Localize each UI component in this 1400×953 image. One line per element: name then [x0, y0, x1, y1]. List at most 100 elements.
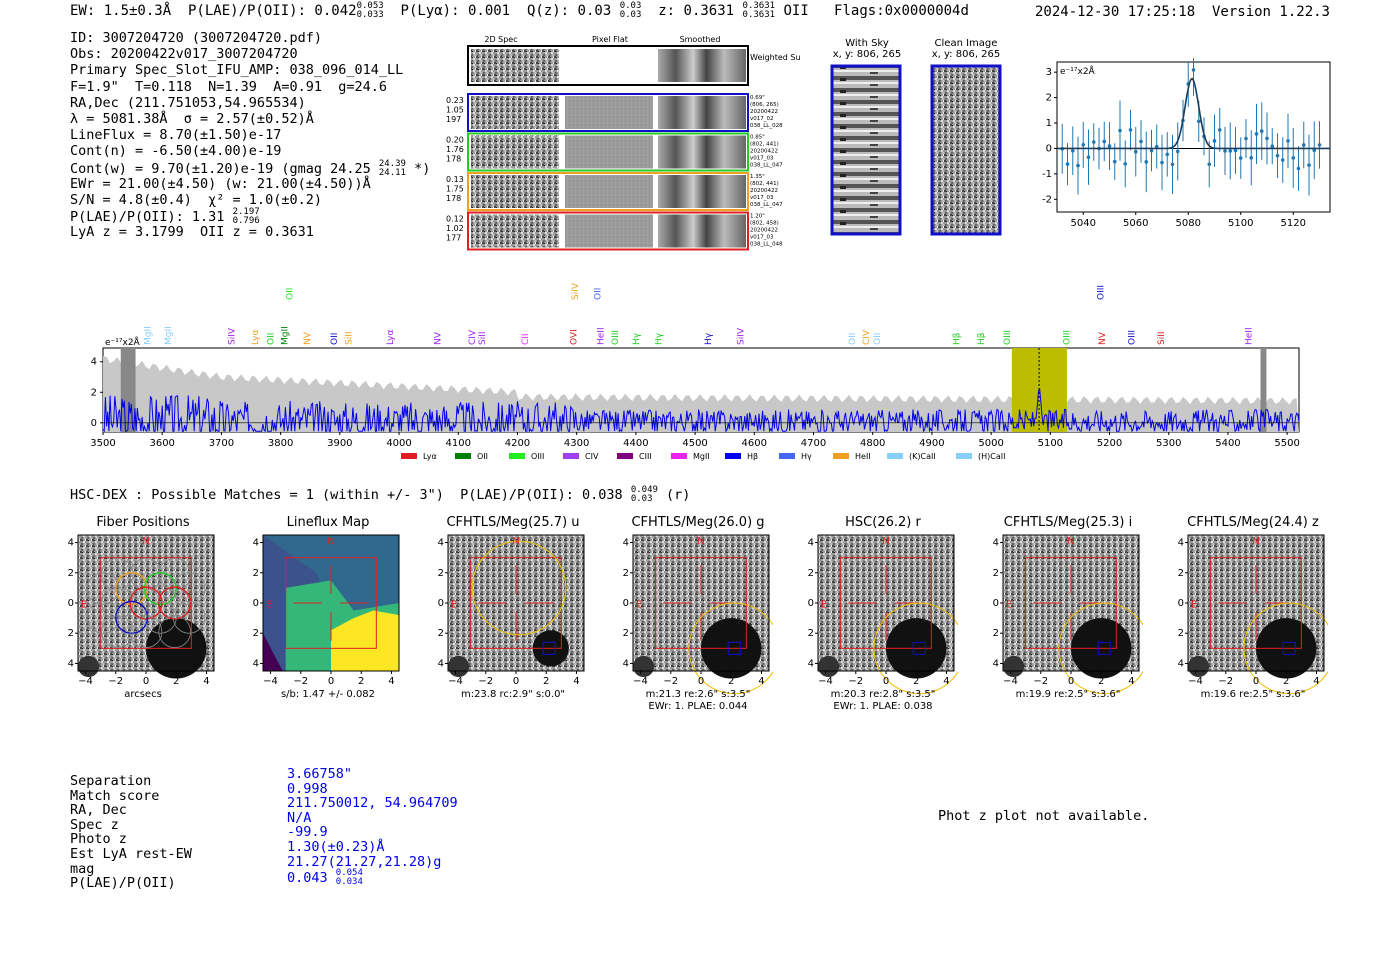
- summary-line: EW: 1.5±0.3Å P(LAE)/P(OII): 0.042 0.053 0.…: [70, 1, 969, 20]
- zoom-ylabel: e⁻¹⁷x2Å: [1060, 65, 1096, 77]
- cutout-ytick-label: −2: [1178, 628, 1184, 639]
- zoom-point: [1112, 159, 1117, 164]
- spec-row-2d: [471, 175, 559, 208]
- spec-row-left-value: 1.05: [446, 106, 464, 115]
- spec-row-gap: [560, 214, 564, 248]
- legend-swatch: [887, 453, 903, 459]
- cutout-subtitle: EWr: 1. PLAE: 0.044: [648, 701, 748, 712]
- legend-swatch: [509, 453, 525, 459]
- cutout-xtick-label: −2: [1033, 676, 1048, 687]
- zoom-point: [1307, 163, 1311, 167]
- match-labels: Separation Match score RA, Dec Spec z Photo …: [70, 774, 192, 891]
- spec-row-right-value: v017_03: [750, 156, 774, 162]
- cutout-image: N E −4 4 −2 2 0 0 2 −2 4 −4: [984, 534, 1151, 695]
- spec-row-left-value: 0.23: [446, 96, 464, 105]
- north-label: N: [512, 536, 519, 547]
- spec-row-gap: [560, 96, 564, 129]
- cutout-title: Lineflux Map: [286, 515, 370, 530]
- east-label: E: [821, 600, 827, 611]
- aperture-box: [285, 557, 377, 649]
- match-label: Photo z: [70, 831, 127, 848]
- cutout-ytick-label: 0: [1178, 598, 1184, 609]
- cutout-ytick-label: 4: [68, 538, 74, 549]
- spectrum-line-label: Hγ: [704, 332, 714, 345]
- match-value: 1.30(±0.23)Å: [287, 838, 385, 855]
- spectrum-line-label: Hγ: [654, 332, 664, 345]
- spec-row-right-value: (802, 441): [750, 181, 779, 187]
- east-label: E: [1006, 600, 1012, 611]
- spectrum-line-label: OII: [593, 288, 603, 300]
- cutout-image: N E −4 4 −2 2 0 0 2 −2 4 −4: [1169, 534, 1336, 695]
- spectrum-flux-line: [102, 388, 1300, 434]
- info-block: ID: 3007204720 (3007204720.pdf) Obs: 202…: [70, 30, 430, 240]
- zoom-point: [1275, 153, 1280, 158]
- aperture-box: [840, 557, 932, 649]
- cutout-ytick-label: 2: [808, 568, 814, 579]
- spectrum-line-label: HeII: [596, 327, 606, 345]
- zoom-point: [1086, 155, 1091, 160]
- zoom-point: [1301, 143, 1306, 147]
- spectrum-xtick-label: 5100: [1038, 438, 1063, 449]
- zoom-ytick-label: 2: [1046, 93, 1052, 104]
- cutout-source: [1188, 655, 1210, 678]
- spec-row-right-value: 1.35": [750, 174, 765, 180]
- spec-row-right-value: 1.20": [750, 214, 765, 220]
- cutout-panel: CFHTLS/Meg(25.3) i N E −4 4 −2 2 0 0 2 −2 4 −4 m:19.9…: [984, 515, 1151, 701]
- fiber-circle: [158, 558, 191, 591]
- cutout-title: HSC(26.2) r: [845, 515, 921, 530]
- zoom-point: [1286, 139, 1290, 143]
- sky-images: [830, 64, 1002, 236]
- zoom-point: [1280, 158, 1285, 162]
- cutout-xtick-label: −4: [818, 676, 833, 687]
- spectrum-line-label: OII: [848, 333, 858, 345]
- spectrum-xtick-label: 3800: [268, 438, 293, 449]
- cutout-ytick-label: 4: [1178, 538, 1184, 549]
- contn-line: Cont(n) = -6.50(±4.00)e-19: [70, 143, 282, 160]
- spectrum-line-label: Hγ: [632, 332, 642, 345]
- legend-label: Lyα: [423, 452, 437, 461]
- cutout-image: N E −4 4 −2 2 0 0 2 −2 4 −4: [59, 534, 215, 687]
- legend-swatch: [671, 453, 687, 459]
- spec-row-gap: [560, 175, 564, 208]
- cutout-xtick-label: 2: [728, 676, 734, 687]
- spec-row-right-value: 0.69": [750, 95, 765, 101]
- legend-label: CIV: [585, 452, 599, 461]
- spec-row-right-value: 038_LL_047: [750, 163, 783, 169]
- spec-row-right-value: 20200422: [750, 149, 778, 155]
- match-label: mag: [70, 860, 95, 877]
- spectrum-xtick-label: 4500: [682, 438, 707, 449]
- spec-row-left-value: 177: [446, 234, 461, 243]
- fiber-circle: [115, 600, 149, 634]
- lineflux-region: [331, 610, 399, 671]
- zoom-point: [1076, 163, 1080, 168]
- spec-row-left-value: 0.13: [446, 175, 464, 184]
- cutout-xtick-label: 2: [358, 676, 364, 687]
- cutout-image: N E −4 4 −2 2 0 0 2 −2 4 −4: [614, 534, 781, 695]
- cutout-panel: CFHTLS/Meg(26.0) g N E −4 4 −2 2 0 0 2 −2 4 −4 m:21.3…: [614, 515, 781, 713]
- cutout-xtick-label: 4: [1128, 676, 1134, 687]
- spec-row-right-value: v017_03: [750, 195, 774, 201]
- lya-line: LyA z = 3.1799 OII z = 0.3631: [70, 224, 314, 241]
- cutout-xtick-label: 0: [883, 676, 889, 687]
- zoom-point: [1160, 160, 1164, 165]
- cutout-title: Fiber Positions: [96, 515, 190, 530]
- spectrum-line-label: SiII: [478, 331, 488, 345]
- cutout-ytick-label: 4: [623, 538, 629, 549]
- cutout-ytick-label: 4: [438, 538, 444, 549]
- lambda-line: λ = 5081.38Å σ = 2.57(±0.52)Å: [70, 110, 314, 127]
- spec-row-gap: [653, 214, 657, 248]
- cutout-xtick-label: 0: [1068, 676, 1074, 687]
- col-title-smoothed: Smoothed: [680, 35, 721, 44]
- spectrum-line-label: OIII: [1127, 330, 1137, 345]
- spectrum-line-label: SiII: [345, 331, 355, 345]
- lineflux-line: LineFlux = 8.70(±1.50)e-17: [70, 127, 282, 144]
- fiber-circle: [101, 558, 134, 591]
- spectrum-line-label: OII: [285, 288, 295, 300]
- lineflux-map: [263, 535, 399, 671]
- spec-row-right-value: 038_LL_028: [750, 123, 783, 129]
- cutout-subtitle: m:23.8 rc:2.9" s:0.0": [460, 689, 566, 700]
- zoom-point: [1149, 148, 1154, 153]
- cutout-title: CFHTLS/Meg(26.0) g: [631, 515, 765, 530]
- cutout-ytick-label: −2: [623, 628, 629, 639]
- photz-message: Phot z plot not available.: [938, 808, 1150, 824]
